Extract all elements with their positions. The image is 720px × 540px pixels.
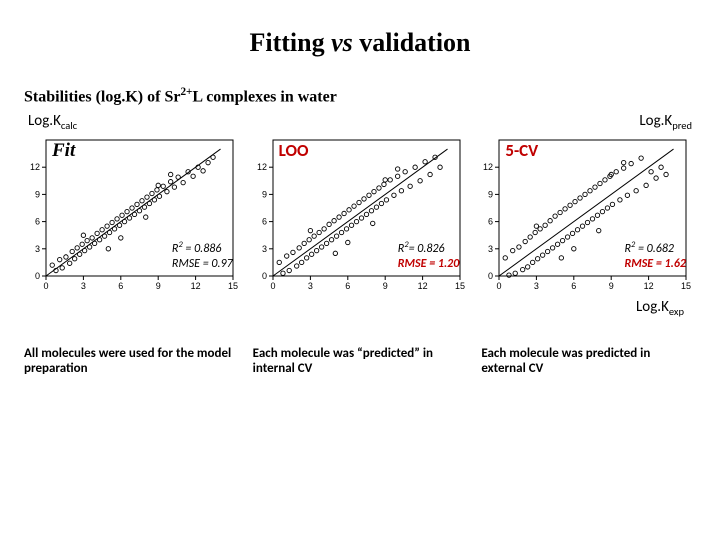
stats-box: R2 = 0.886RMSE = 0.97	[172, 240, 233, 272]
svg-text:0: 0	[262, 271, 267, 281]
svg-text:3: 3	[534, 281, 539, 291]
svg-text:9: 9	[609, 281, 614, 291]
svg-text:0: 0	[488, 271, 493, 281]
caption: Each molecule was predicted in external …	[481, 346, 696, 376]
svg-text:12: 12	[644, 281, 654, 291]
svg-text:9: 9	[382, 281, 387, 291]
yaxis-left-label: Log.Kcalc	[28, 112, 77, 132]
svg-text:3: 3	[488, 244, 493, 254]
captions-row: All molecules were used for the model pr…	[24, 346, 696, 376]
chart-cell: LOO 0 3 6 9 12 15 0 3 6 9 12 R2= 0.826RMSE = 1.20	[251, 134, 470, 294]
svg-text:3: 3	[81, 281, 86, 291]
svg-text:6: 6	[488, 217, 493, 227]
svg-text:9: 9	[156, 281, 161, 291]
svg-text:15: 15	[228, 281, 238, 291]
svg-text:3: 3	[262, 244, 267, 254]
chart-cell: 5-CV 0 3 6 9 12 15 0 3 6 9 12 R2 = 0.682RMSE = 1.62	[477, 134, 696, 294]
charts-row: Fit 0 3 6 9 12 15 0 3 6 9 12 R2 = 0.886RMSE = 0.97 LO…	[24, 134, 696, 294]
subtitle: Stabilities (log.K) of Sr2+L complexes i…	[24, 86, 696, 106]
yaxis-right-label: Log.Kpred	[639, 112, 692, 132]
rmse-value: RMSE = 0.97	[172, 257, 233, 272]
svg-text:0: 0	[43, 281, 48, 291]
svg-text:6: 6	[35, 217, 40, 227]
yaxis-labels-row: Log.Kcalc Log.Kpred	[24, 112, 696, 132]
stats-box: R2= 0.826RMSE = 1.20	[398, 240, 460, 272]
page-title: Fitting vs validation	[24, 28, 696, 58]
r2-value: R2= 0.826	[398, 240, 460, 257]
svg-text:15: 15	[455, 281, 465, 291]
svg-text:0: 0	[497, 281, 502, 291]
r2-value: R2 = 0.682	[624, 240, 686, 257]
svg-text:9: 9	[488, 190, 493, 200]
caption: Each molecule was “predicted” in interna…	[253, 346, 468, 376]
rmse-value: RMSE = 1.20	[398, 257, 460, 272]
svg-text:15: 15	[681, 281, 691, 291]
svg-text:3: 3	[35, 244, 40, 254]
chart-label: LOO	[279, 140, 309, 161]
r2-value: R2 = 0.886	[172, 240, 233, 257]
svg-text:3: 3	[308, 281, 313, 291]
svg-text:12: 12	[417, 281, 427, 291]
svg-text:0: 0	[270, 281, 275, 291]
chart-cell: Fit 0 3 6 9 12 15 0 3 6 9 12 R2 = 0.886RMSE = 0.97	[24, 134, 243, 294]
svg-text:12: 12	[483, 163, 493, 173]
svg-text:6: 6	[345, 281, 350, 291]
svg-text:6: 6	[572, 281, 577, 291]
chart-label: Fit	[52, 140, 75, 162]
svg-text:9: 9	[262, 190, 267, 200]
chart-label: 5-CV	[505, 140, 538, 161]
svg-text:12: 12	[30, 163, 40, 173]
xaxis-label: Log.Kexp	[24, 298, 696, 318]
rmse-value: RMSE = 1.62	[624, 257, 686, 272]
svg-text:6: 6	[262, 217, 267, 227]
svg-text:0: 0	[35, 271, 40, 281]
svg-text:12: 12	[257, 163, 267, 173]
caption: All molecules were used for the model pr…	[24, 346, 239, 376]
svg-text:6: 6	[118, 281, 123, 291]
stats-box: R2 = 0.682RMSE = 1.62	[624, 240, 686, 272]
svg-text:9: 9	[35, 190, 40, 200]
svg-text:12: 12	[191, 281, 201, 291]
